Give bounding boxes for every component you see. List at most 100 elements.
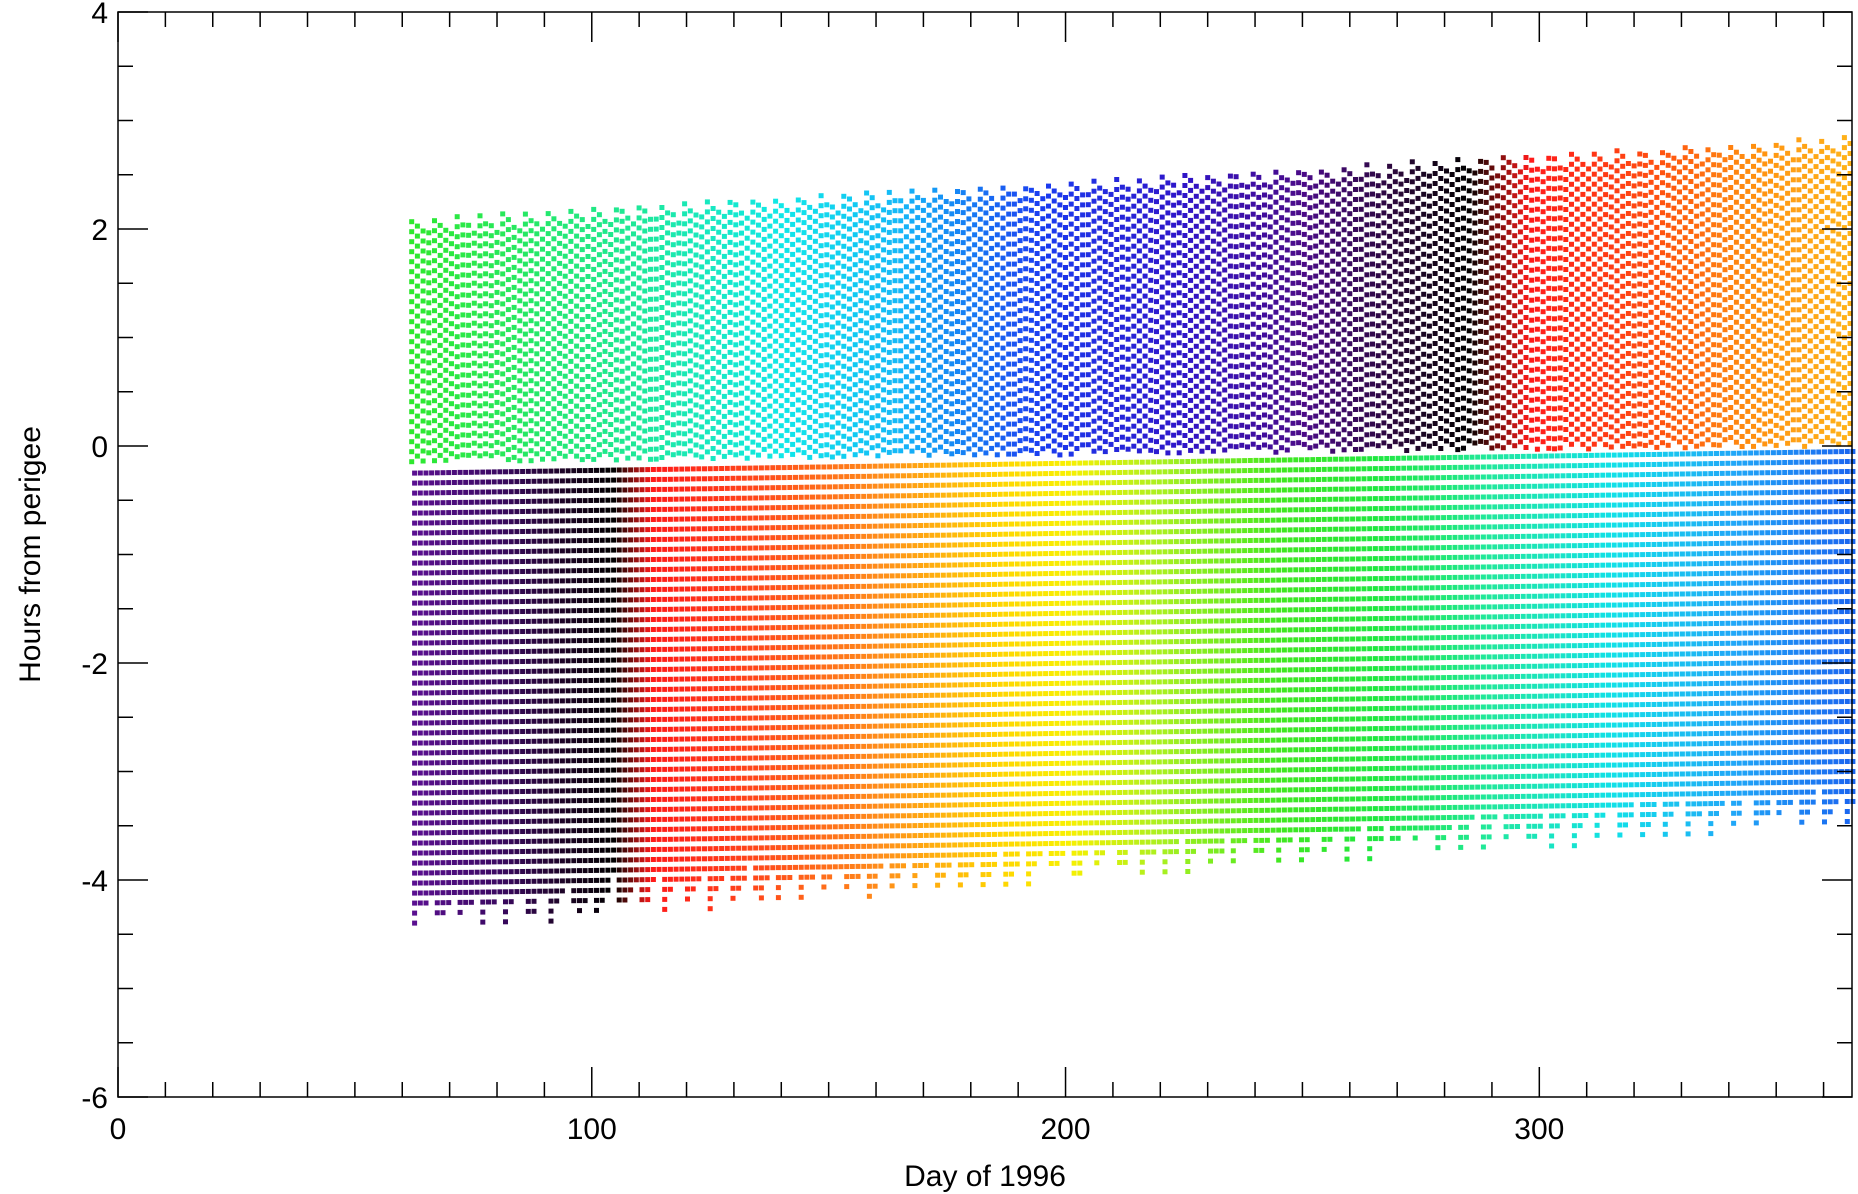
data-point [636,365,642,371]
data-point [741,605,747,611]
upper-pass-column [432,218,437,464]
data-point [747,825,753,831]
data-point [662,726,668,732]
data-point [588,598,594,603]
data-point [545,211,551,217]
data-point [514,779,520,785]
data-point [596,362,602,368]
data-point [432,248,437,254]
data-point [750,329,756,335]
data-point [571,508,577,514]
data-point [804,624,810,630]
data-point [588,588,594,593]
data-point [574,413,580,419]
data-point [724,545,730,551]
data-point [582,568,588,574]
data-point [673,556,679,562]
data-point [579,427,585,433]
data-point [409,409,415,415]
data-point [568,338,574,344]
data-point [568,368,574,374]
data-point [446,520,452,526]
data-point [721,453,727,459]
data-point [500,271,506,277]
data-point [520,889,526,894]
data-point [662,626,668,632]
data-point [554,748,560,754]
data-point [591,276,597,282]
data-point [611,517,617,523]
data-point [756,312,761,318]
data-point [733,252,739,258]
data-point [534,311,540,317]
data-point [636,375,642,381]
data-point [662,796,668,802]
data-point [662,746,668,752]
data-point [551,276,557,282]
data-point [520,829,526,834]
data-point [588,538,594,543]
data-point [429,640,435,646]
data-point [767,333,773,339]
data-point [440,740,446,746]
data-point [491,569,497,575]
data-point [778,393,784,399]
data-point [468,629,474,635]
data-point [696,546,702,552]
data-point [505,297,511,303]
data-point [724,785,730,791]
data-point [753,815,759,821]
data-point [702,586,707,592]
data-point [633,757,639,763]
data-point [446,800,452,806]
data-point [793,754,798,760]
data-point [807,334,813,340]
data-point [548,618,554,624]
data-point [687,448,693,454]
data-point [579,377,585,383]
data-point [494,269,500,275]
data-point [756,272,761,278]
data-point [650,807,656,812]
data-point [468,599,474,605]
data-point [801,380,807,386]
data-point [488,243,494,249]
data-point [787,595,793,600]
data-point [736,625,742,631]
data-point [468,539,474,545]
data-point [736,785,742,791]
data-point [642,348,648,354]
data-point [443,247,449,253]
data-point [511,424,517,430]
data-point [667,726,673,732]
data-point [426,430,432,436]
data-point [645,717,651,723]
data-point [753,835,759,841]
data-point [793,554,798,560]
data-point [423,520,429,526]
data-point [568,228,574,234]
data-point [639,807,645,813]
data-point [770,575,776,581]
data-point [520,769,526,774]
data-point [542,808,548,814]
data-point [548,668,554,674]
data-point [667,546,673,552]
data-point [645,497,651,503]
data-point [449,321,454,327]
data-point [784,207,790,213]
data-point [480,779,486,785]
data-point [667,466,673,472]
data-point [517,318,523,324]
data-point [650,677,656,682]
data-point [790,401,796,407]
data-point [594,797,599,803]
data-point [474,709,480,715]
data-point [554,838,560,844]
data-point [608,222,614,227]
data-point [727,209,733,215]
data-point [778,433,784,439]
data-point [753,775,759,781]
data-point [531,628,537,634]
data-point [474,589,480,595]
